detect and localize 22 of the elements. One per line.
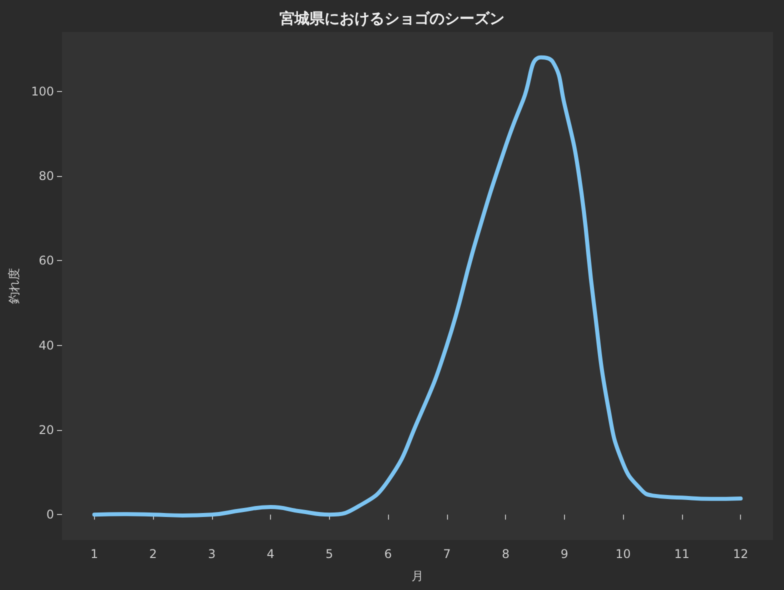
y-tick-label: 0 [46,508,54,522]
x-tick-label: 5 [326,547,334,561]
x-tick-label: 11 [674,547,690,561]
y-tick-label: 40 [38,338,54,352]
x-tick-label: 8 [502,547,510,561]
y-tick-label: 20 [38,422,54,437]
y-tick-label: 80 [38,168,54,183]
x-tick-label: 7 [443,547,451,561]
y-axis-title: 釣れ度 [7,268,22,304]
x-tick-label: 2 [149,547,157,561]
x-tick-label: 6 [384,547,392,561]
x-tick-label: 9 [560,547,568,561]
x-axis-title: 月 [412,569,424,583]
x-tick-label: 10 [616,547,631,561]
y-tick-label: 60 [38,254,54,268]
chart-title: 宮城県におけるショゴのシーズン [280,10,504,28]
x-tick-label: 12 [733,547,748,561]
x-tick-label: 3 [208,547,216,561]
x-tick-label: 1 [90,547,98,561]
y-tick-label: 100 [31,84,54,98]
x-tick-label: 4 [266,547,274,561]
line-series [92,55,743,518]
